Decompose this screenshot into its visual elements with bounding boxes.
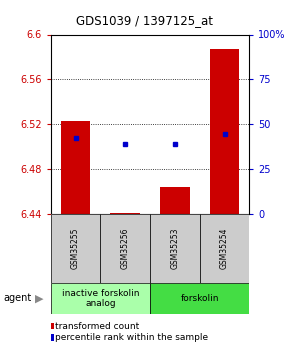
Text: GDS1039 / 1397125_at: GDS1039 / 1397125_at [77, 14, 213, 27]
Bar [100, 214, 150, 283]
Bar [110, 213, 140, 214]
Text: GSM35254: GSM35254 [220, 228, 229, 269]
Bar [200, 214, 249, 283]
Text: ▶: ▶ [35, 294, 44, 303]
Text: GSM35256: GSM35256 [121, 228, 130, 269]
Bar [51, 283, 150, 314]
Bar [150, 283, 249, 314]
Text: transformed count: transformed count [55, 322, 139, 331]
Text: percentile rank within the sample: percentile rank within the sample [55, 333, 208, 342]
Bar [210, 49, 240, 214]
Bar [61, 121, 90, 214]
Text: agent: agent [3, 294, 31, 303]
Text: forskolin: forskolin [180, 294, 219, 303]
Bar [160, 187, 190, 214]
Bar [150, 214, 200, 283]
Bar [51, 214, 100, 283]
Text: GSM35253: GSM35253 [171, 228, 180, 269]
Text: GSM35255: GSM35255 [71, 228, 80, 269]
Text: inactive forskolin
analog: inactive forskolin analog [62, 289, 139, 308]
